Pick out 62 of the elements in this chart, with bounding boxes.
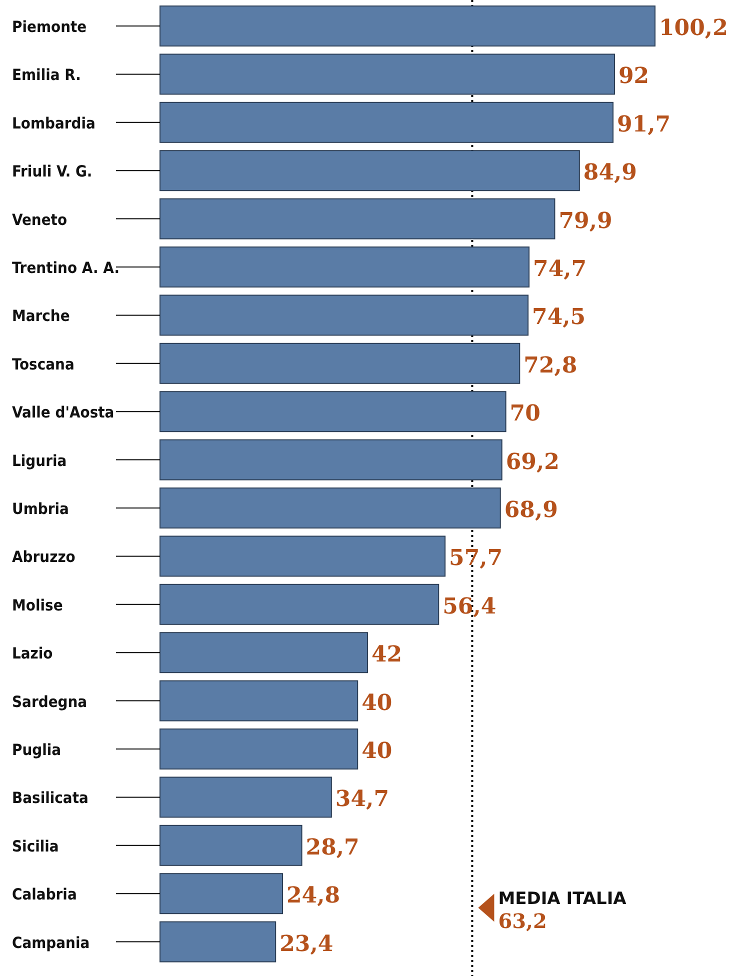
bar [160,728,358,770]
y-tick-label: Sicilia [12,837,59,856]
data-label: 100,2 [659,15,728,41]
data-label: 28,7 [306,834,360,860]
bar [160,824,302,866]
bar [160,391,506,432]
y-tick-label: Calabria [12,886,77,904]
y-tick-label: Lazio [12,644,53,663]
data-label: 23,4 [280,930,334,957]
data-label: 91,7 [617,111,671,138]
data-label: 74,7 [533,256,587,282]
data-label: 56,4 [442,593,496,620]
y-tick-label: Piemonte [12,18,87,36]
y-tick-label: Toscana [12,355,74,374]
data-label: 92 [618,63,650,90]
data-label: 68,9 [504,497,558,523]
data-label: 72,8 [524,352,578,378]
bar [160,54,615,95]
bar [160,776,332,818]
y-tick-label: Abruzzo [12,548,76,566]
bar [160,6,656,46]
bar [160,873,284,914]
data-label: 79,9 [558,208,612,234]
bar [160,246,530,288]
bar [160,584,440,625]
ref-line-label: MEDIA ITALIA [498,888,628,909]
bar [160,921,276,962]
y-tick-label: Emilia R. [12,66,81,84]
data-label: 84,9 [583,160,638,186]
y-tick-label: Basilicata [12,789,88,808]
bar [160,488,501,528]
y-tick-label: Molise [12,596,63,614]
data-label: 70 [510,400,540,427]
annotation: 63,2 [498,908,547,933]
bar [160,198,556,240]
data-label: 40 [362,690,392,716]
data-label: 74,5 [532,304,586,330]
y-tick-label: Valle d'Aosta [12,404,114,422]
y-tick-label: Liguria [12,452,67,470]
y-tick-label: Trentino A. A. [12,259,120,277]
bar [160,294,529,336]
y-tick-label: Sardegna [12,692,88,711]
y-tick-label: Veneto [12,210,68,229]
y-tick-label: Lombardia [12,114,96,132]
bar [160,342,520,384]
y-tick-label: Puglia [12,741,62,759]
y-tick-label: Marche [12,307,70,326]
bar [160,680,358,722]
bar [160,632,368,674]
data-label: 24,8 [286,882,340,909]
bar [160,102,614,143]
bar [160,536,446,577]
data-label: 69,2 [506,448,560,475]
y-tick-label: Friuli V. G. [12,162,92,181]
data-label: 34,7 [335,786,390,812]
bar [160,439,502,480]
y-tick-label: Campania [12,934,90,952]
data-label: 57,7 [449,545,503,572]
bar [160,150,580,192]
data-label: 42 [371,642,402,668]
y-tick-label: Umbria [12,500,69,518]
data-label: 40 [362,738,392,764]
